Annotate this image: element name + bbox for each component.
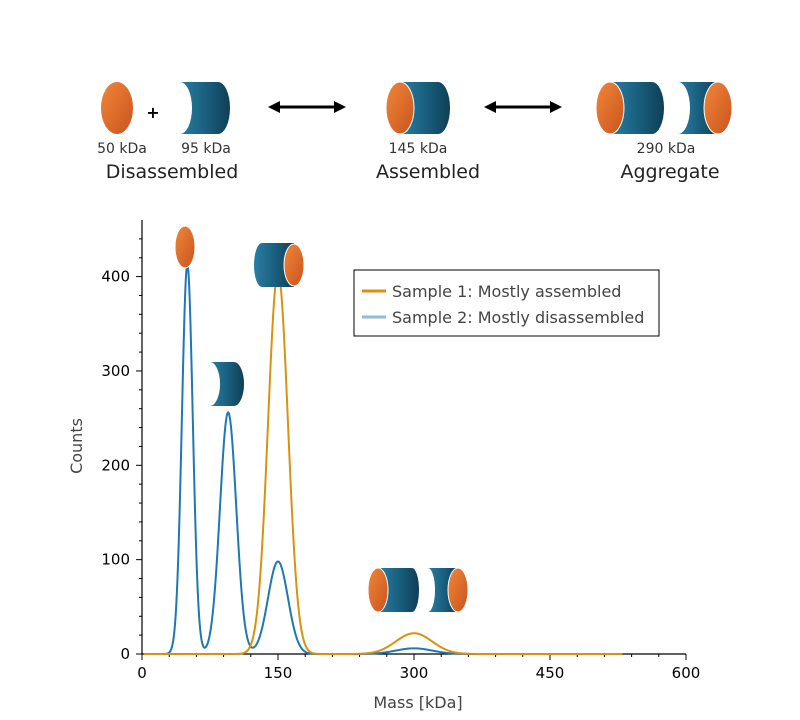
legend-label-sample-2: Sample 2: Mostly disassembled	[392, 308, 644, 327]
y-tick-label: 300	[101, 362, 130, 380]
x-tick-label: 600	[672, 664, 701, 682]
blue-tube-icon	[210, 362, 244, 406]
assembly-schema: + 50 kDa 95 kDa Disassembled 145 kDa Ass…	[97, 81, 733, 183]
y-tick-label: 0	[120, 645, 130, 663]
aggregate-group: 290 kDa Aggregate	[595, 81, 733, 183]
assembled-tube-icon	[254, 243, 294, 287]
y-tick-label: 400	[101, 268, 130, 286]
x-axis-title: Mass [kDa]	[373, 693, 462, 712]
orange-disc-icon	[367, 567, 389, 613]
x-tick-label: 300	[400, 664, 429, 682]
legend-box	[353, 269, 660, 337]
chart-legend: Sample 1: Mostly assembled Sample 2: Mos…	[353, 269, 660, 337]
mass-label-50: 50 kDa	[97, 141, 147, 157]
orange-disc-icon	[283, 243, 305, 287]
peak-marker-icons	[174, 225, 469, 613]
aggregate-complex-icon	[595, 81, 733, 135]
mass-label-145: 145 kDa	[389, 141, 448, 157]
x-tick-label: 450	[536, 664, 565, 682]
legend-label-sample-1: Sample 1: Mostly assembled	[392, 282, 621, 301]
orange-disc-icon	[174, 225, 196, 269]
chart-curves	[143, 261, 623, 655]
orange-disc-icon	[447, 567, 469, 613]
blue-tube-icon	[180, 82, 230, 134]
y-tick-label: 100	[101, 551, 130, 569]
orange-disc-icon	[101, 82, 133, 134]
disassembled-label: Disassembled	[106, 161, 239, 183]
double-arrow-icon	[484, 101, 562, 113]
chart-axes: 0 100 200 300 400 0 150 300 450 600	[101, 220, 700, 682]
assembled-complex-icon	[385, 81, 450, 135]
series-line-1	[143, 271, 623, 655]
plus-sign: +	[146, 103, 159, 122]
aggregate-tube-right-icon	[428, 568, 458, 612]
aggregate-label: Aggregate	[620, 161, 719, 183]
assembled-label: Assembled	[376, 161, 480, 183]
mass-label-290: 290 kDa	[637, 141, 696, 157]
assembled-group: 145 kDa Assembled	[376, 81, 480, 183]
x-tick-label: 0	[137, 664, 147, 682]
y-tick-label: 200	[101, 456, 130, 474]
y-axis-title: Counts	[67, 418, 86, 474]
x-tick-label: 150	[264, 664, 293, 682]
double-arrow-icon	[268, 101, 346, 113]
mass-label-95: 95 kDa	[181, 141, 231, 157]
aggregate-tube-left-icon	[378, 568, 419, 612]
series-line-2	[143, 261, 623, 655]
disassembled-group: + 50 kDa 95 kDa Disassembled	[97, 82, 238, 183]
